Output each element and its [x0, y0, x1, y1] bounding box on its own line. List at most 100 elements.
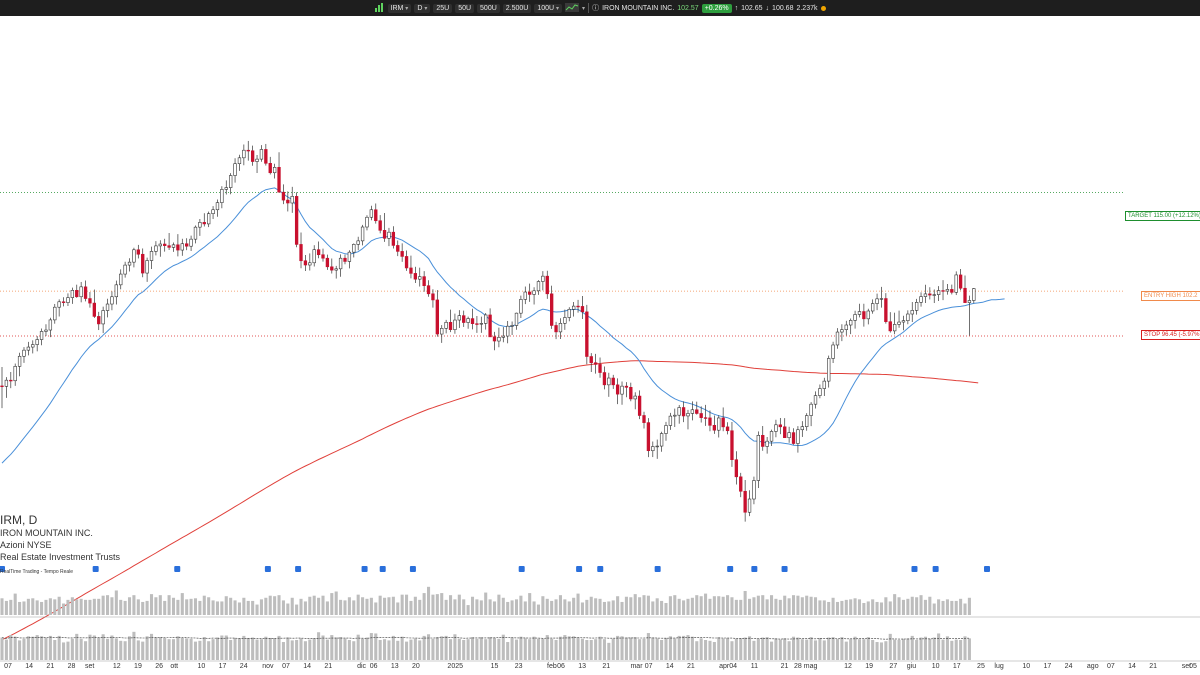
volume2-bar	[664, 637, 668, 660]
volume-bar	[655, 598, 659, 615]
volume-bar	[743, 590, 747, 615]
volume-bars-icon[interactable]	[374, 2, 385, 14]
price-chart[interactable]	[0, 16, 1200, 675]
candle-body	[747, 498, 752, 513]
volume2-bar	[405, 641, 409, 660]
volume2-bar	[941, 639, 945, 660]
volume2-bar	[809, 637, 813, 660]
candle-body	[13, 366, 17, 382]
volume-bar	[365, 598, 369, 615]
candle-body	[255, 158, 259, 162]
volume-bar	[110, 597, 114, 615]
volume2-bar	[866, 637, 870, 660]
volume-bar	[325, 601, 329, 615]
volume2-bar	[163, 637, 167, 660]
volume2-bar	[57, 635, 61, 660]
volume2-bar	[739, 638, 743, 660]
candle-body	[954, 274, 958, 293]
volume2-bar	[251, 637, 255, 660]
target-level-tag[interactable]: TARGET 115.00 (+12.12%)	[1125, 211, 1200, 221]
volume2-bar	[9, 635, 13, 660]
period-2500u-button[interactable]: 2.500U	[502, 3, 532, 13]
volume2-bar	[233, 637, 237, 660]
volume2-bar	[756, 638, 760, 660]
candle-body	[778, 424, 782, 428]
volume-bar	[572, 597, 576, 615]
volume-bar	[686, 598, 690, 615]
period-25u-button[interactable]: 25U	[433, 3, 453, 13]
candle-body	[325, 257, 330, 268]
period-100u-selector[interactable]: 100U ▾	[534, 3, 563, 13]
volume-bar	[967, 597, 971, 615]
volume2-bar	[488, 637, 492, 660]
x-tick-label: 07	[1106, 663, 1115, 670]
period-500u-button[interactable]: 500U	[477, 3, 500, 13]
volume-bar	[281, 600, 285, 615]
volume-bar	[40, 601, 44, 615]
chart-type-icon[interactable]	[565, 2, 580, 14]
volume2-bar	[818, 637, 822, 660]
candle-body	[862, 311, 866, 320]
candle-body	[167, 245, 171, 248]
entry-level-tag[interactable]: ENTRY HIGH 102.2	[1141, 291, 1200, 301]
candle-body	[967, 300, 972, 303]
candle-body	[277, 167, 281, 193]
volume2-bar	[554, 639, 558, 660]
volume-bar	[277, 595, 281, 615]
volume-bar	[690, 597, 694, 615]
volume-bar	[202, 595, 206, 615]
x-tick-label: mar	[630, 663, 643, 670]
volume2-bar	[114, 638, 118, 660]
volume2-bar	[312, 638, 316, 660]
volume-bar	[299, 598, 303, 615]
x-tick-label: 07	[282, 663, 290, 670]
candle-body	[664, 425, 668, 434]
candle-body	[360, 226, 365, 242]
x-tick-label: 21	[1149, 663, 1158, 670]
volume2-bar	[827, 637, 831, 660]
candle-body	[189, 238, 193, 247]
candle-body	[827, 358, 831, 382]
candle-body	[840, 329, 844, 333]
candle-body	[83, 286, 88, 299]
candle-body	[668, 415, 673, 426]
candle-body	[149, 251, 154, 261]
volume2-bar	[435, 637, 439, 660]
volume2-bar	[594, 639, 598, 660]
volume-bar	[616, 596, 620, 615]
candle-body	[615, 384, 620, 395]
volume-bar	[510, 600, 514, 615]
volume-bar	[576, 593, 580, 615]
x-tick-label: ott	[170, 663, 179, 670]
volume-bar	[466, 605, 470, 615]
candle-body	[61, 301, 66, 303]
event-marker-icon	[295, 566, 302, 572]
candle-body	[431, 293, 435, 301]
candle-body	[31, 344, 35, 348]
volume-bar	[53, 599, 57, 615]
symbol-selector[interactable]: IRM ▾	[387, 3, 412, 13]
volume-bar	[97, 598, 101, 615]
volume2-bar	[945, 636, 949, 660]
candle-body	[752, 480, 756, 500]
volume-bar	[699, 596, 703, 615]
stop-level-tag[interactable]: STOP 96.45 (-5.97%)	[1141, 330, 1200, 340]
volume2-bar	[638, 639, 642, 660]
volume-bar	[251, 600, 255, 615]
volume2-bar	[26, 636, 30, 660]
candle-body	[901, 320, 906, 323]
volume2-bar	[391, 635, 395, 660]
period-50u-button[interactable]: 50U	[455, 3, 475, 13]
volume2-bar	[651, 637, 655, 660]
x-tick-label: 20	[412, 663, 420, 670]
info-icon[interactable]: ⓘ	[592, 5, 600, 12]
volume-bar	[642, 595, 646, 615]
chevron-down-icon[interactable]: ▾	[582, 5, 586, 12]
timeframe-selector[interactable]: D ▾	[414, 3, 431, 13]
volume-bar	[308, 596, 312, 615]
chevron-down-icon: ▾	[405, 5, 409, 12]
volume2-bar	[40, 636, 44, 660]
volume2-bar	[369, 633, 373, 660]
volume2-bar	[470, 637, 475, 660]
volume-bar	[0, 598, 4, 615]
